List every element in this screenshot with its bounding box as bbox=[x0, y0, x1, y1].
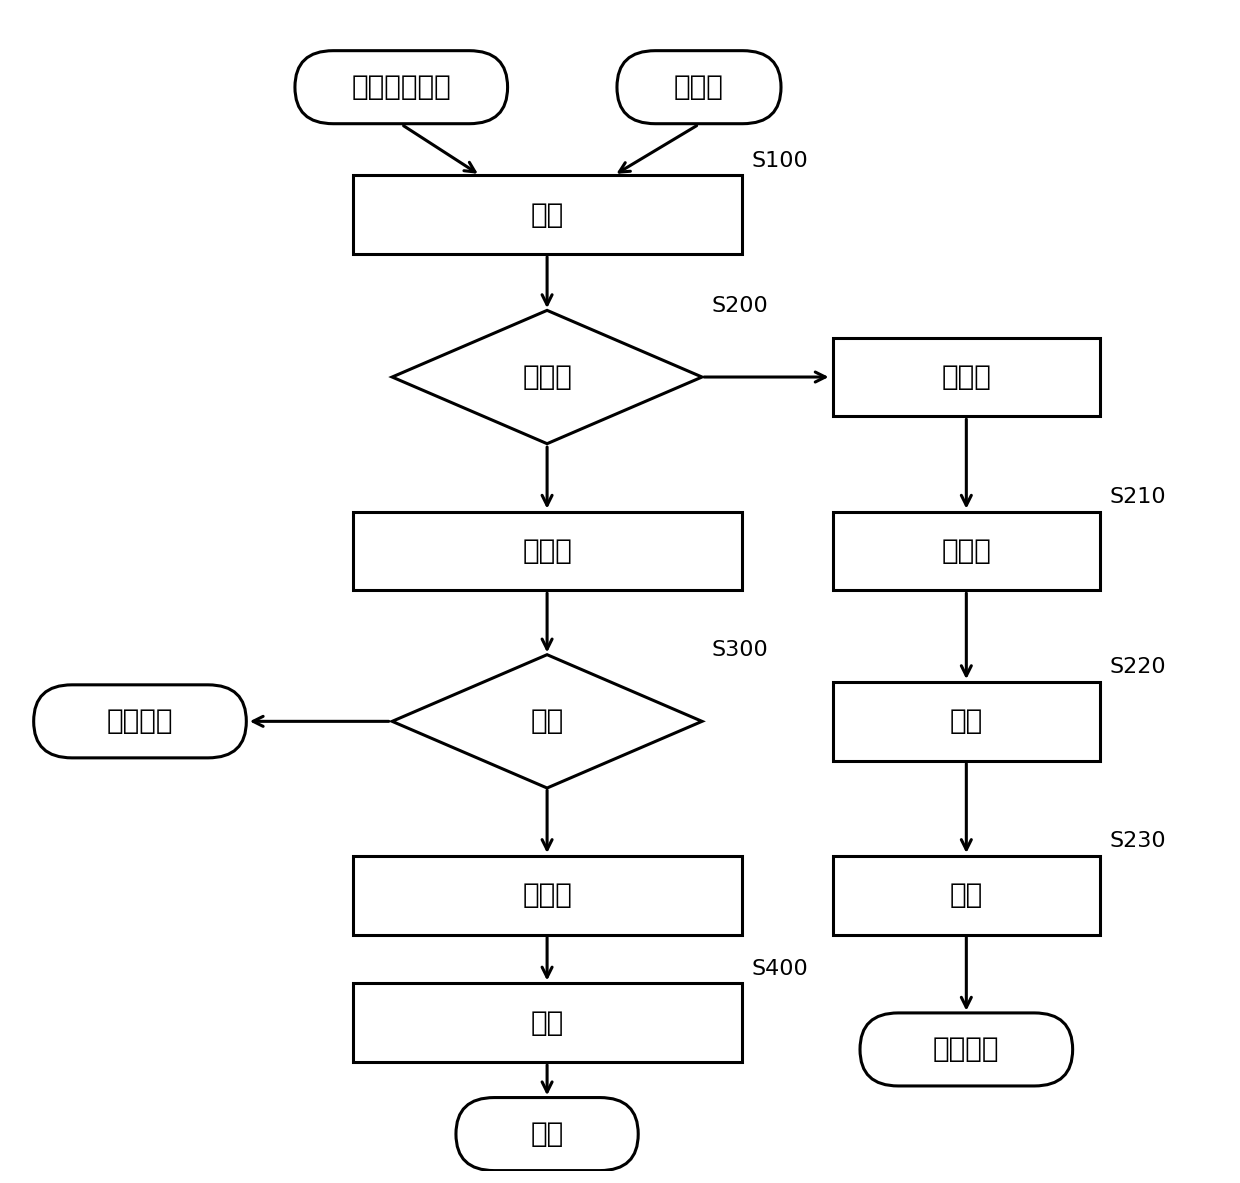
Bar bbox=[832, 681, 1100, 761]
FancyBboxPatch shape bbox=[33, 685, 247, 758]
Text: 碱金属: 碱金属 bbox=[675, 73, 724, 102]
Bar bbox=[352, 511, 742, 590]
Text: 残留物: 残留物 bbox=[941, 363, 991, 392]
Text: 水浸出: 水浸出 bbox=[522, 363, 572, 392]
Text: 酸浸出: 酸浸出 bbox=[941, 537, 991, 565]
Text: 钨酸钙: 钨酸钙 bbox=[522, 881, 572, 910]
FancyBboxPatch shape bbox=[618, 51, 781, 124]
Text: 煅烧: 煅烧 bbox=[950, 881, 983, 910]
Bar bbox=[352, 855, 742, 935]
Polygon shape bbox=[392, 654, 702, 788]
Bar bbox=[352, 175, 742, 254]
Text: 酸解: 酸解 bbox=[531, 1009, 564, 1036]
Text: 偏钒酸钙: 偏钒酸钙 bbox=[107, 707, 174, 736]
FancyBboxPatch shape bbox=[456, 1098, 639, 1171]
Bar bbox=[832, 337, 1100, 416]
Text: S400: S400 bbox=[751, 958, 808, 978]
Text: S210: S210 bbox=[1110, 487, 1167, 506]
Text: S220: S220 bbox=[1110, 658, 1167, 678]
FancyBboxPatch shape bbox=[861, 1013, 1073, 1086]
Text: 沉淀: 沉淀 bbox=[950, 707, 983, 736]
Text: S200: S200 bbox=[712, 296, 769, 316]
Text: 碱熔: 碱熔 bbox=[531, 201, 564, 228]
Text: S230: S230 bbox=[1110, 832, 1167, 852]
Text: S300: S300 bbox=[712, 640, 769, 660]
Bar bbox=[352, 983, 742, 1062]
Bar bbox=[832, 855, 1100, 935]
Text: 废脱氮催化剂: 废脱氮催化剂 bbox=[351, 73, 451, 102]
Text: S100: S100 bbox=[751, 150, 808, 170]
Bar bbox=[832, 511, 1100, 590]
Text: 二氧化钛: 二氧化钛 bbox=[932, 1035, 999, 1064]
Text: 钨酸: 钨酸 bbox=[531, 1120, 564, 1148]
Text: 沉淀: 沉淀 bbox=[531, 707, 564, 736]
Polygon shape bbox=[392, 310, 702, 444]
Text: 浸出液: 浸出液 bbox=[522, 537, 572, 565]
FancyBboxPatch shape bbox=[295, 51, 507, 124]
